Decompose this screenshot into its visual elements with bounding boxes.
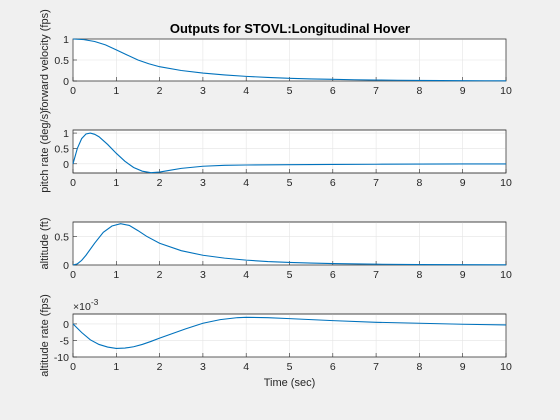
- y-tick-label: 0.5: [54, 231, 69, 243]
- x-tick-label: 9: [460, 177, 466, 189]
- x-tick-label: 6: [330, 85, 336, 97]
- subplot-1: 0 1 2 3 4 5 6 7 8 9 10 0 0.5 1 forward velocity (fps): [39, 9, 512, 110]
- y-axis-label: altitude rate (fps): [39, 294, 51, 377]
- x-tick-label: 1: [113, 85, 119, 97]
- x-tick-label: 4: [243, 269, 249, 281]
- x-tick-label: 4: [243, 361, 249, 373]
- x-tick-label: 4: [243, 177, 249, 189]
- x-tick-label: 6: [330, 177, 336, 189]
- y-tick-label: 1: [63, 34, 69, 46]
- y-tick-label: -10: [54, 352, 69, 364]
- y-tick-label: 0: [63, 159, 69, 171]
- subplot-4: 0 1 2 3 4 5 6 7 8 9 10 -10 -5 0 ×10-3 altitude rate (fp…: [39, 294, 512, 389]
- x-tick-label: 3: [200, 85, 206, 97]
- x-tick-label: 0: [70, 85, 76, 97]
- x-tick-label: 9: [460, 361, 466, 373]
- x-tick-label: 9: [460, 269, 466, 281]
- figure-title: Outputs for STOVL:Longitudinal Hover: [170, 21, 410, 36]
- x-tick-label: 2: [157, 269, 163, 281]
- x-tick-label: 1: [113, 269, 119, 281]
- x-tick-label: 2: [157, 85, 163, 97]
- x-tick-label: 10: [500, 269, 512, 281]
- x-tick-label: 10: [500, 85, 512, 97]
- x-tick-label: 7: [373, 85, 379, 97]
- series-line: [72, 132, 507, 174]
- x-tick-label: 7: [373, 269, 379, 281]
- x-tick-label: 9: [460, 85, 466, 97]
- x-tick-label: 7: [373, 361, 379, 373]
- x-tick-label: 8: [416, 361, 422, 373]
- y-tick-label: -5: [60, 335, 69, 347]
- x-tick-label: 3: [200, 269, 206, 281]
- x-tick-label: 6: [330, 269, 336, 281]
- plot-border: [72, 129, 507, 174]
- x-tick-label: 4: [243, 85, 249, 97]
- x-tick-label: 1: [113, 177, 119, 189]
- x-tick-label: 1: [113, 361, 119, 373]
- x-tick-label: 2: [157, 177, 163, 189]
- plot-border: [72, 313, 507, 358]
- y-tick-label: 0: [63, 319, 69, 331]
- y-exponent-power: -3: [91, 297, 99, 307]
- x-tick-label: 3: [200, 177, 206, 189]
- series-line: [72, 316, 507, 349]
- y-tick-label: 0: [63, 76, 69, 88]
- plot-border: [72, 221, 507, 266]
- x-tick-label: 5: [287, 177, 293, 189]
- plot-border: [72, 38, 507, 82]
- x-tick-label: 0: [70, 177, 76, 189]
- x-tick-label: 2: [157, 361, 163, 373]
- x-axis-label: Time (sec): [264, 377, 316, 389]
- x-tick-label: 6: [330, 361, 336, 373]
- x-tick-label: 10: [500, 177, 512, 189]
- x-tick-label: 8: [416, 269, 422, 281]
- x-tick-label: 0: [70, 361, 76, 373]
- y-exponent-label: ×10-3: [73, 297, 99, 313]
- x-tick-label: 8: [416, 177, 422, 189]
- x-tick-label: 7: [373, 177, 379, 189]
- y-axis-label: pitch rate (deg/s): [39, 110, 51, 193]
- y-tick-label: 1: [63, 128, 69, 140]
- x-tick-label: 5: [287, 85, 293, 97]
- series-line: [72, 38, 507, 82]
- series-line: [72, 223, 507, 266]
- x-tick-label: 10: [500, 361, 512, 373]
- x-tick-label: 3: [200, 361, 206, 373]
- y-tick-label: 0.5: [54, 55, 69, 67]
- x-tick-label: 5: [287, 361, 293, 373]
- x-tick-label: 8: [416, 85, 422, 97]
- x-tick-label: 0: [70, 269, 76, 281]
- y-tick-label: 0.5: [54, 143, 69, 155]
- subplot-2: 0 1 2 3 4 5 6 7 8 9 10 0 0.5 1 pitch rate (deg/s): [39, 110, 512, 193]
- y-axis-label: altitude (ft): [39, 218, 51, 270]
- y-tick-label: 0: [63, 260, 69, 272]
- y-axis-label: forward velocity (fps): [39, 9, 51, 110]
- x-tick-label: 5: [287, 269, 293, 281]
